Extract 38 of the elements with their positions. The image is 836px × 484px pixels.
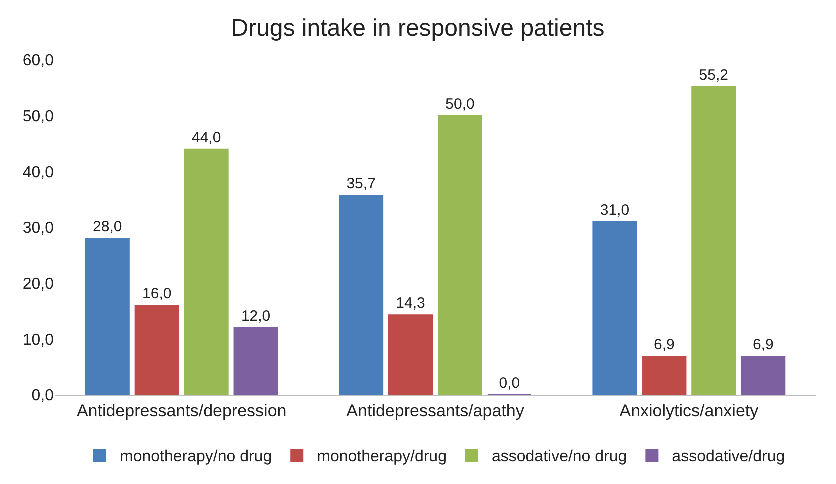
data-label: 28,0: [93, 218, 122, 236]
x-tick-label: Anxiolytics/anxiety: [620, 401, 760, 420]
bar: [85, 238, 130, 395]
y-tick-label: 10,0: [22, 332, 54, 349]
bar: [692, 86, 736, 395]
data-label: 50,0: [446, 96, 475, 113]
data-label: 12,0: [241, 308, 271, 325]
data-label: 0,0: [499, 375, 520, 392]
y-tick-label: 60,0: [22, 52, 54, 70]
y-tick-label: 50,0: [22, 108, 54, 126]
data-label: 6,9: [752, 336, 774, 354]
data-label: 16,0: [142, 286, 172, 303]
data-label: 44,0: [192, 129, 222, 146]
bar: [741, 356, 786, 395]
bar: [438, 115, 482, 395]
bar: [184, 148, 229, 395]
bar: [388, 314, 434, 395]
legend-label: assodative/no drug: [492, 448, 628, 466]
data-label: 6,9: [654, 336, 675, 354]
y-tick-label: 20,0: [22, 276, 54, 293]
data-label: 35,7: [346, 176, 376, 193]
x-tick-label: Antidepressants/apathy: [346, 401, 525, 420]
legend-label: monotherapy/drug: [317, 448, 447, 466]
legend-label: assodative/drug: [672, 448, 786, 466]
bar: [592, 221, 638, 395]
data-label: 14,3: [396, 295, 426, 312]
bar: [339, 195, 384, 395]
data-label: 31,0: [600, 202, 630, 219]
y-tick-label: 40,0: [22, 164, 54, 182]
y-tick-label: 30,0: [22, 220, 54, 238]
x-tick-label: Antidepressants/depression: [76, 401, 287, 420]
bar: [134, 305, 180, 395]
chart-title: Drugs intake in responsive patients: [231, 15, 605, 42]
y-tick-label: 0,0: [32, 388, 54, 405]
legend-label: monotherapy/no drug: [120, 448, 272, 466]
data-label: 55,2: [699, 66, 728, 84]
bar: [234, 328, 278, 395]
bar: [642, 356, 687, 395]
